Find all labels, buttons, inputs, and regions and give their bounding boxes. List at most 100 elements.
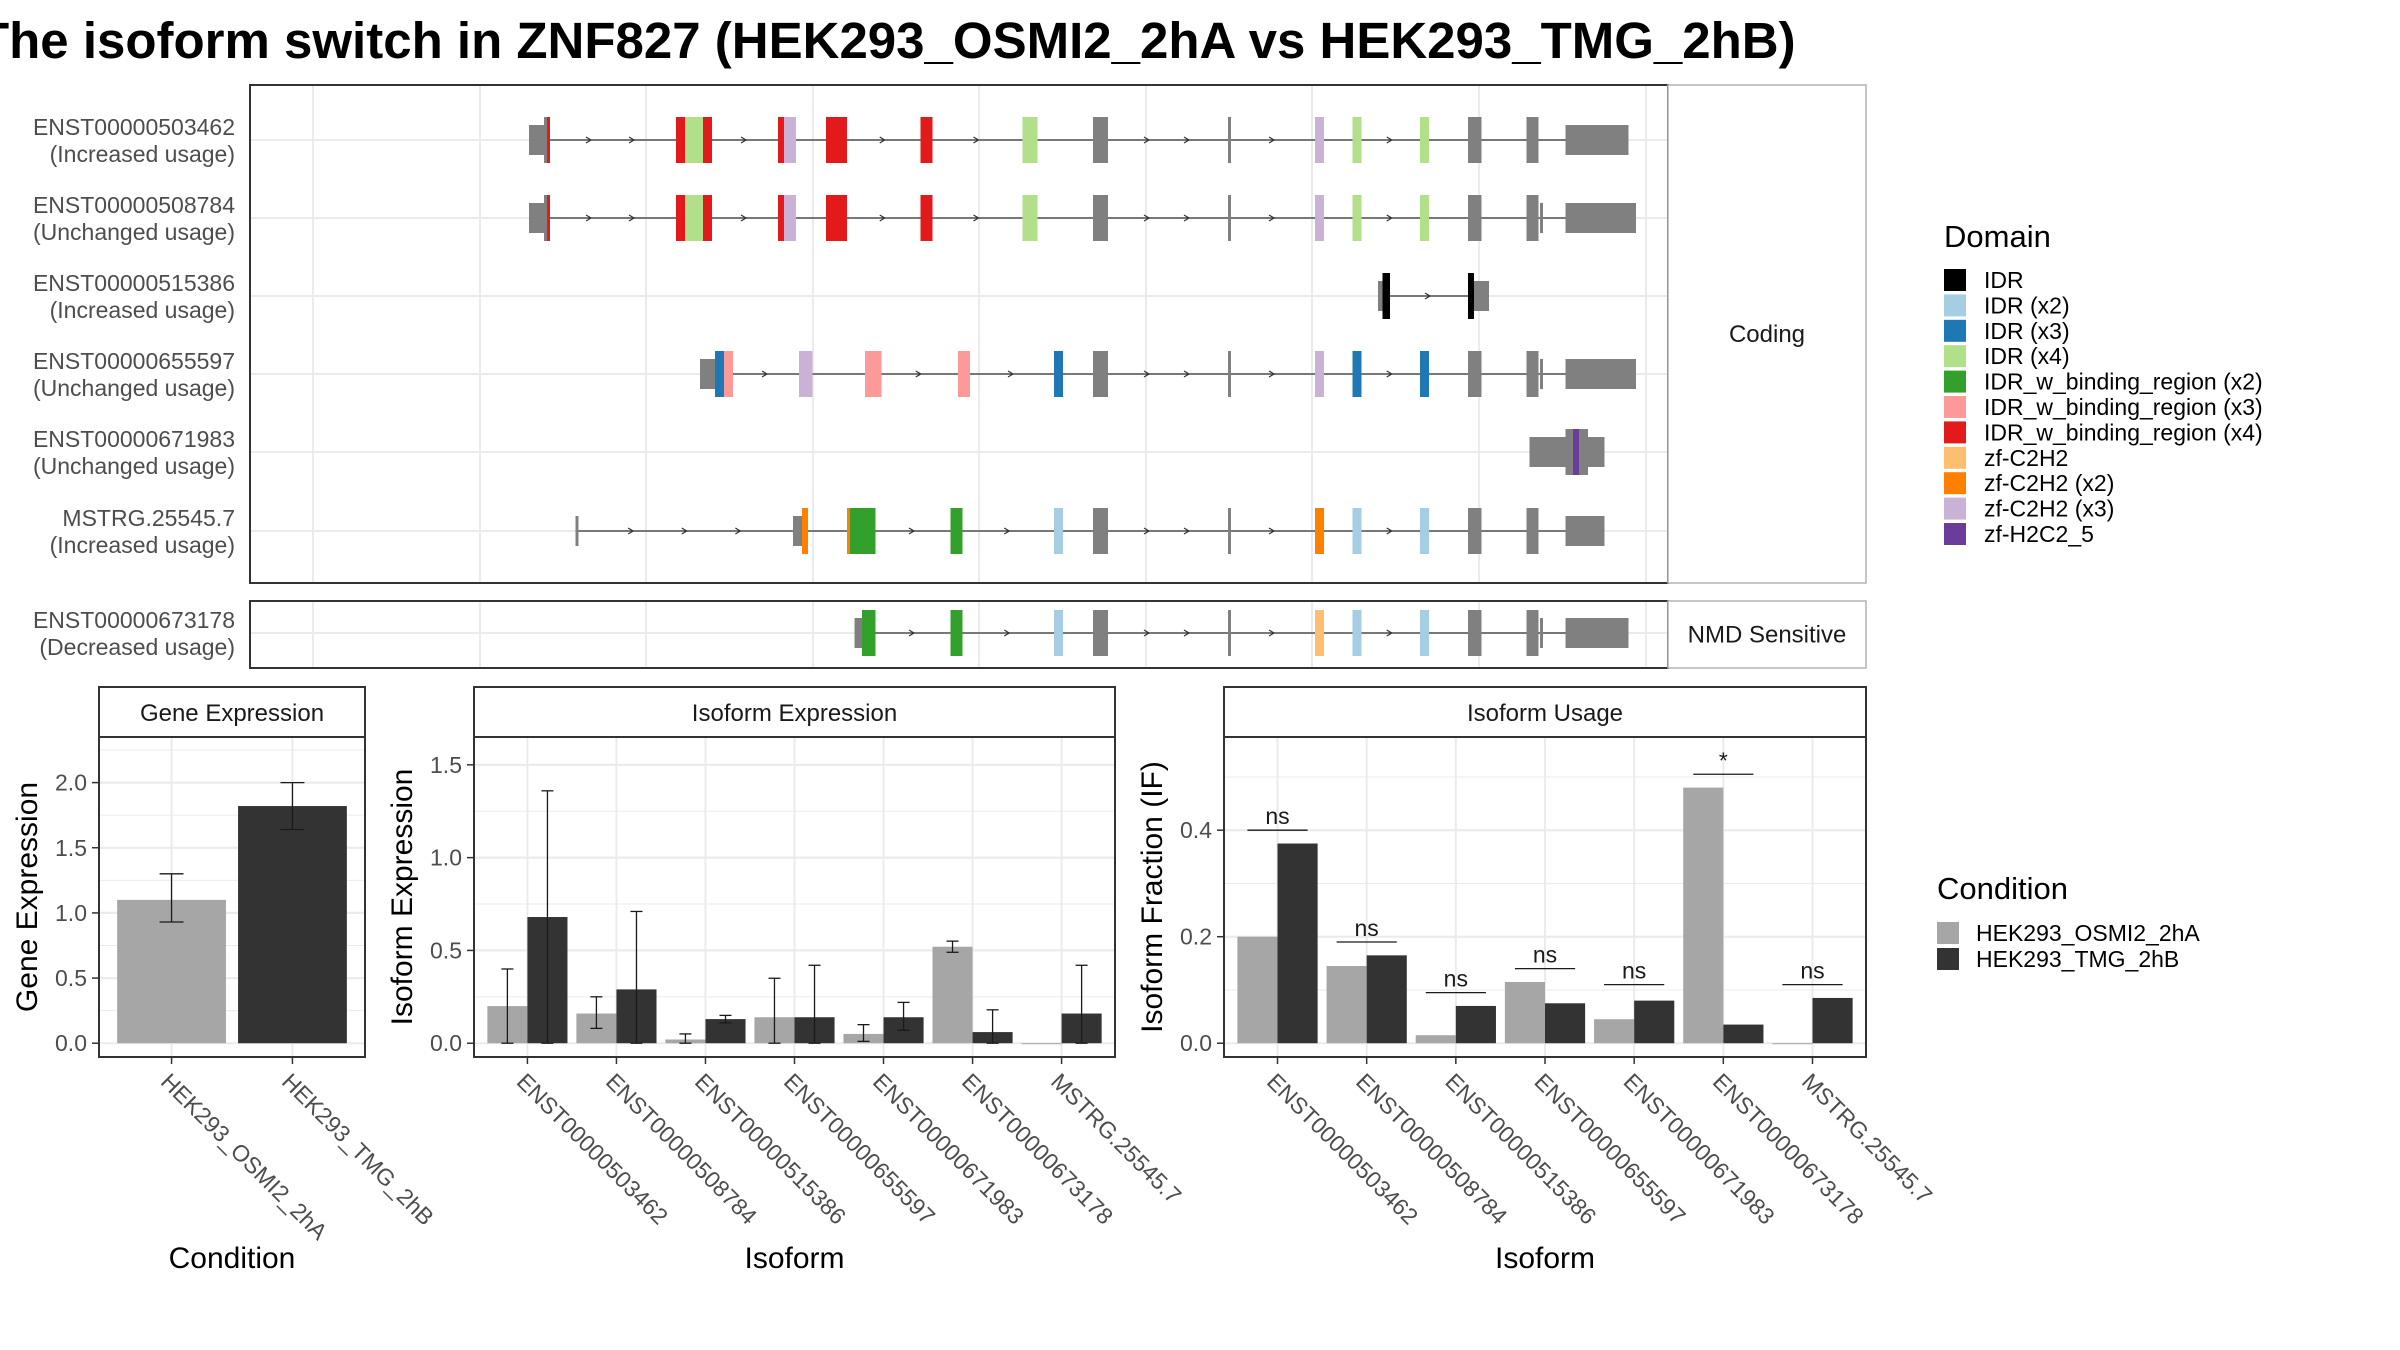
data-bar xyxy=(1545,1003,1586,1044)
direction-arrow xyxy=(585,214,593,222)
domain-segment xyxy=(1352,610,1362,656)
data-bar xyxy=(1812,997,1853,1044)
data-bar xyxy=(117,899,226,1044)
coding-exon xyxy=(1228,195,1231,241)
domain-legend-label: IDR_w_binding_region (x3) xyxy=(1984,394,2263,420)
transcript-id-label: ENST00000508784 xyxy=(33,192,235,218)
x-tick-label: ENST00000671983 xyxy=(868,1068,1029,1229)
utr-exon xyxy=(575,516,579,546)
y-axis-title: Gene Expression xyxy=(11,782,44,1012)
coding-exon xyxy=(1093,610,1108,656)
transcript-id-label: ENST00000503462 xyxy=(33,114,235,140)
significance-label: ns xyxy=(1444,966,1468,992)
transcript-id-label: ENST00000515386 xyxy=(33,270,235,296)
significance-label: * xyxy=(1719,747,1728,773)
x-tick-label: ENST00000508784 xyxy=(601,1068,762,1229)
domain-segment xyxy=(778,195,784,241)
direction-arrow xyxy=(1143,370,1151,378)
direction-arrow xyxy=(1183,370,1191,378)
domain-segment xyxy=(691,117,703,163)
direction-arrow xyxy=(628,214,636,222)
domain-segment xyxy=(715,351,724,397)
transcript-id-label: ENST00000655597 xyxy=(33,348,235,374)
y-tick-label: 0.5 xyxy=(55,965,87,991)
direction-arrow xyxy=(908,629,916,637)
facet-strip xyxy=(1667,84,1867,584)
domain-segment xyxy=(1420,610,1429,656)
significance-label: ns xyxy=(1355,915,1379,941)
utr-exon xyxy=(854,618,862,648)
y-tick-label: 0.4 xyxy=(1180,817,1212,843)
direction-arrow xyxy=(1003,527,1011,535)
coding-exon xyxy=(544,195,547,241)
coding-exon xyxy=(1526,351,1539,397)
x-tick-label: ENST00000655597 xyxy=(779,1068,940,1229)
domain-segment xyxy=(826,117,847,163)
domain-legend-key xyxy=(1944,472,1966,495)
data-bar xyxy=(1366,955,1407,1044)
domain-segment xyxy=(691,195,703,241)
direction-arrow xyxy=(1143,136,1151,144)
x-tick-label: ENST00000673178 xyxy=(1708,1068,1869,1229)
domain-legend-label: IDR_w_binding_region (x4) xyxy=(1984,419,2263,445)
coding-exon xyxy=(1526,195,1539,241)
coding-exon xyxy=(1468,195,1482,241)
utr-exon xyxy=(529,203,544,233)
domain-segment xyxy=(703,195,712,241)
y-tick-label: 0.2 xyxy=(1180,924,1212,950)
domain-segment xyxy=(1315,610,1324,656)
domain-segment xyxy=(920,117,933,163)
domain-legend-label: zf-C2H2 (x2) xyxy=(1984,470,2114,496)
domain-segment xyxy=(547,117,550,163)
domain-segment xyxy=(676,117,685,163)
direction-arrow xyxy=(681,527,688,535)
domain-legend-label: IDR (x4) xyxy=(1984,343,2070,369)
domain-segment xyxy=(685,195,691,241)
direction-arrow xyxy=(740,214,748,222)
y-tick-label: 1.0 xyxy=(430,845,462,871)
domain-segment xyxy=(920,195,933,241)
data-bar xyxy=(1634,1000,1675,1044)
utr-exon xyxy=(1565,359,1636,389)
coding-exon xyxy=(1526,117,1539,163)
domain-legend-label: zf-H2C2_5 xyxy=(1984,521,2094,547)
direction-arrow xyxy=(1183,136,1191,144)
direction-arrow xyxy=(1268,527,1276,535)
direction-arrow xyxy=(740,136,748,144)
domain-segment xyxy=(778,117,784,163)
x-axis-title: Condition xyxy=(169,1242,296,1275)
condition-legend-key xyxy=(1937,948,1959,970)
domain-legend-key xyxy=(1944,294,1966,317)
domain-segment xyxy=(1573,429,1579,475)
chart-strip xyxy=(473,686,1116,738)
chart-title: Gene Expression xyxy=(140,700,324,727)
significance-label: ns xyxy=(1265,803,1289,829)
coding-exon xyxy=(1468,610,1482,656)
direction-arrow xyxy=(908,527,916,535)
data-bar xyxy=(1021,1043,1062,1045)
chart-title: Isoform Usage xyxy=(1467,700,1623,727)
domain-segment xyxy=(676,195,685,241)
direction-arrow xyxy=(1386,527,1393,535)
x-tick-label: ENST00000515386 xyxy=(690,1068,851,1229)
x-tick-label: ENST00000671983 xyxy=(1619,1068,1780,1229)
y-tick-label: 1.0 xyxy=(55,900,87,926)
y-tick-label: 0.0 xyxy=(430,1030,462,1056)
data-bar xyxy=(1772,1043,1813,1045)
utr-exon xyxy=(700,359,715,389)
domain-legend-label: zf-C2H2 xyxy=(1984,445,2068,471)
domain-segment xyxy=(802,508,808,554)
domain-segment xyxy=(685,117,691,163)
coding-exon xyxy=(1093,195,1108,241)
chart-strip xyxy=(1223,686,1867,738)
transcript-id-label: MSTRG.25545.7 xyxy=(62,505,235,531)
domain-segment xyxy=(847,508,850,554)
domain-legend-key xyxy=(1944,446,1966,469)
data-bar xyxy=(1683,787,1724,1044)
direction-arrow xyxy=(1183,629,1191,637)
direction-arrow xyxy=(1003,629,1011,637)
domain-legend-label: IDR xyxy=(1984,267,2024,293)
domain-segment xyxy=(784,117,796,163)
direction-arrow xyxy=(1143,527,1151,535)
